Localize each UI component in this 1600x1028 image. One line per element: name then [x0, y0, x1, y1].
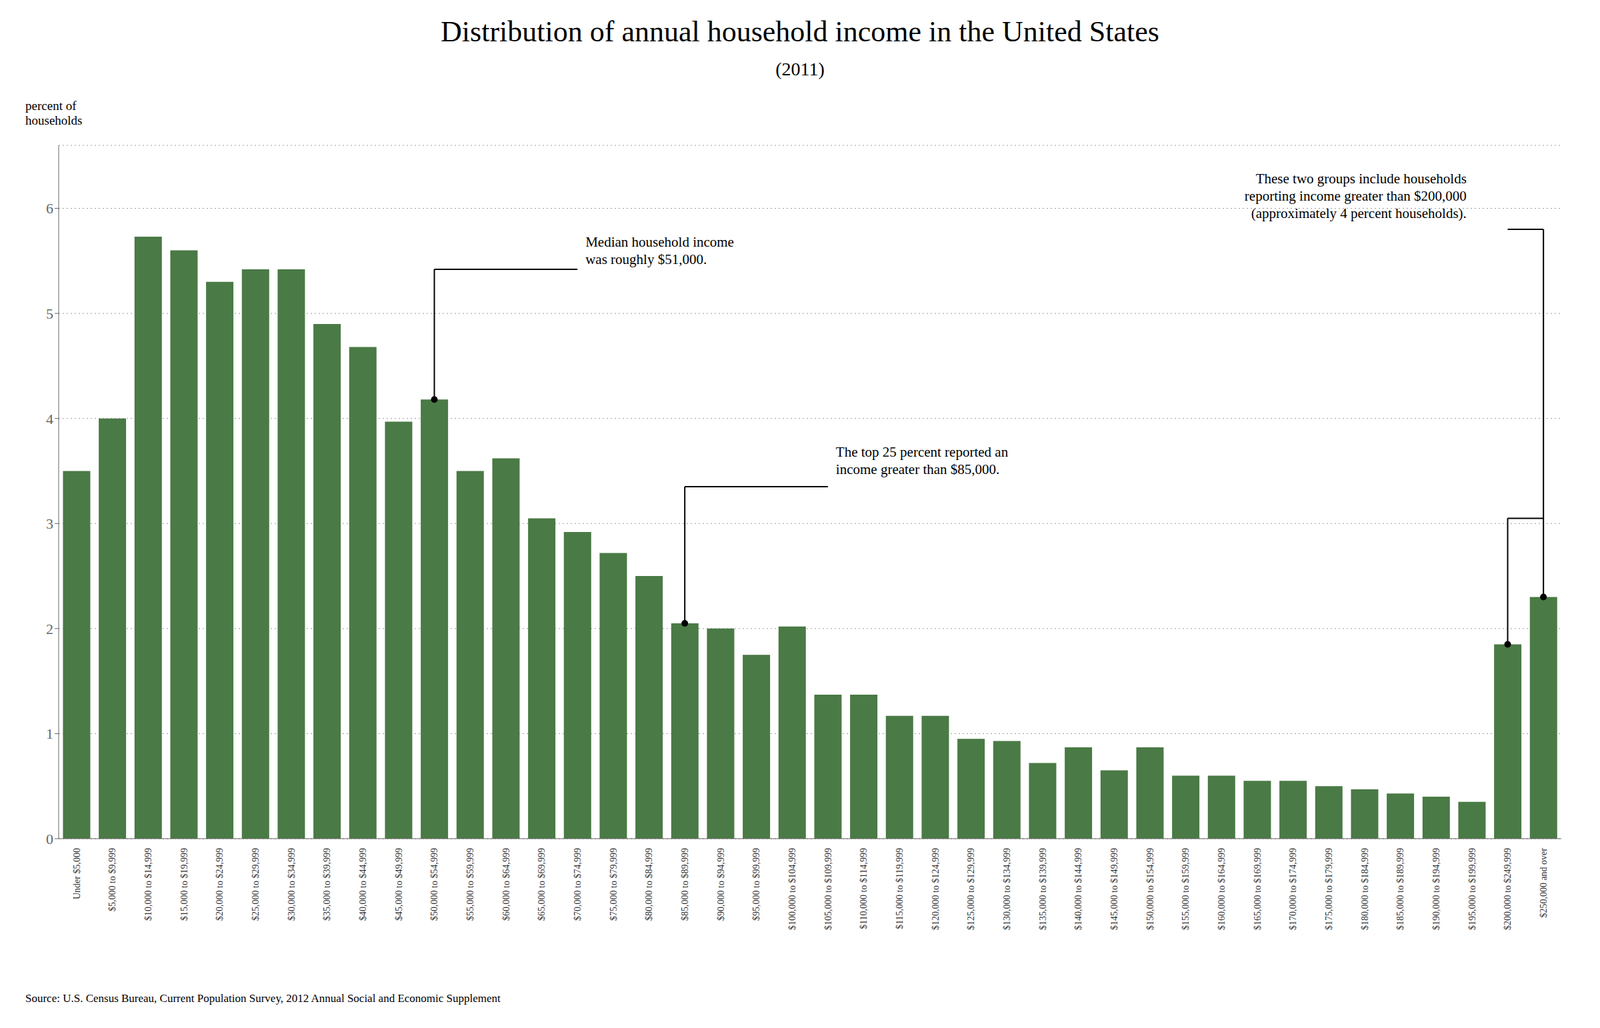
svg-text:2: 2: [46, 620, 54, 638]
html-text:Distribution of annual househo: Distribution of annual household income …: [440, 15, 1160, 48]
svg-text:$175,000 to $179,999: $175,000 to $179,999: [1324, 848, 1334, 930]
svg-text:$250,000 and over: $250,000 and over: [1538, 848, 1549, 918]
svg-text:$180,000 to $184,999: $180,000 to $184,999: [1360, 848, 1370, 930]
svg-text:$15,000 to $19,999: $15,000 to $19,999: [179, 848, 190, 921]
svg-text:$10,000 to $14,999: $10,000 to $14,999: [143, 848, 154, 921]
svg-text:Under $5,000: Under $5,000: [72, 848, 82, 900]
svg-text:$5,000 to $9,999: $5,000 to $9,999: [107, 848, 118, 912]
svg-text:$120,000 to $124,999: $120,000 to $124,999: [930, 848, 941, 930]
svg-text:$200,000 to $249,999: $200,000 to $249,999: [1502, 848, 1513, 930]
svg-text:These two groups include house: These two groups include householdsrepor…: [1244, 170, 1467, 222]
svg-text:$80,000 to $84,999: $80,000 to $84,999: [644, 848, 654, 921]
svg-text:5: 5: [46, 305, 54, 322]
svg-text:0: 0: [46, 830, 54, 848]
svg-text:$135,000 to $139,999: $135,000 to $139,999: [1038, 848, 1048, 930]
svg-text:$110,000 to $114,999: $110,000 to $114,999: [858, 848, 869, 930]
svg-text:The top 25 percent reported an: The top 25 percent reported anincome gre…: [836, 444, 1009, 478]
html-text:percent of households: percent of households: [25, 98, 83, 128]
svg-text:$60,000 to $64,999: $60,000 to $64,999: [501, 848, 512, 921]
svg-text:$65,000 to $69,999: $65,000 to $69,999: [536, 848, 547, 921]
svg-text:$140,000 to $144,999: $140,000 to $144,999: [1073, 848, 1084, 930]
svg-text:1: 1: [46, 725, 54, 742]
svg-text:$160,000 to $164,999: $160,000 to $164,999: [1216, 848, 1227, 930]
svg-text:$40,000 to $44,999: $40,000 to $44,999: [358, 848, 368, 921]
svg-text:$150,000 to $154,999: $150,000 to $154,999: [1145, 848, 1156, 930]
svg-text:$185,000 to $189,999: $185,000 to $189,999: [1395, 848, 1406, 930]
svg-text:6: 6: [46, 200, 54, 217]
svg-text:$55,000 to $59,999: $55,000 to $59,999: [465, 848, 476, 921]
svg-text:$145,000 to $149,999: $145,000 to $149,999: [1109, 848, 1120, 930]
svg-text:$115,000 to $119,999: $115,000 to $119,999: [894, 848, 905, 930]
svg-text:$35,000 to $39,999: $35,000 to $39,999: [322, 848, 332, 921]
svg-text:$85,000 to $89,999: $85,000 to $89,999: [680, 848, 690, 921]
svg-text:$130,000 to $134,999: $130,000 to $134,999: [1002, 848, 1012, 930]
svg-text:$155,000 to $159,999: $155,000 to $159,999: [1180, 848, 1191, 930]
svg-text:$25,000 to $29,999: $25,000 to $29,999: [250, 848, 261, 921]
svg-text:$105,000 to $109,999: $105,000 to $109,999: [823, 848, 834, 930]
svg-text:$170,000 to $174,999: $170,000 to $174,999: [1288, 848, 1298, 930]
svg-text:$90,000 to $94,999: $90,000 to $94,999: [716, 848, 726, 921]
svg-text:$30,000 to $34,999: $30,000 to $34,999: [286, 848, 297, 921]
html-text:(2011): (2011): [775, 58, 825, 80]
svg-text:4: 4: [46, 410, 54, 428]
svg-text:$100,000 to $104,999: $100,000 to $104,999: [787, 848, 798, 930]
svg-text:$50,000 to $54,999: $50,000 to $54,999: [429, 848, 440, 921]
html-text:Source: U.S. Census Bureau, Cu: Source: U.S. Census Bureau, Current Popu…: [25, 992, 501, 1005]
svg-text:$70,000 to $74,999: $70,000 to $74,999: [572, 848, 583, 921]
svg-text:$190,000 to $194,999: $190,000 to $194,999: [1431, 848, 1442, 930]
svg-text:$195,000 to $199,999: $195,000 to $199,999: [1467, 848, 1478, 930]
svg-text:$75,000 to $79,999: $75,000 to $79,999: [608, 848, 619, 921]
svg-text:$20,000 to $24,999: $20,000 to $24,999: [214, 848, 225, 921]
svg-text:Median household incomewas rou: Median household incomewas roughly $51,0…: [585, 234, 734, 268]
svg-text:$45,000 to $49,999: $45,000 to $49,999: [394, 848, 404, 921]
svg-text:$125,000 to $129,999: $125,000 to $129,999: [966, 848, 976, 930]
svg-text:$165,000 to $169,999: $165,000 to $169,999: [1252, 848, 1263, 930]
svg-text:3: 3: [46, 515, 54, 532]
svg-text:$95,000 to $99,999: $95,000 to $99,999: [751, 848, 762, 921]
